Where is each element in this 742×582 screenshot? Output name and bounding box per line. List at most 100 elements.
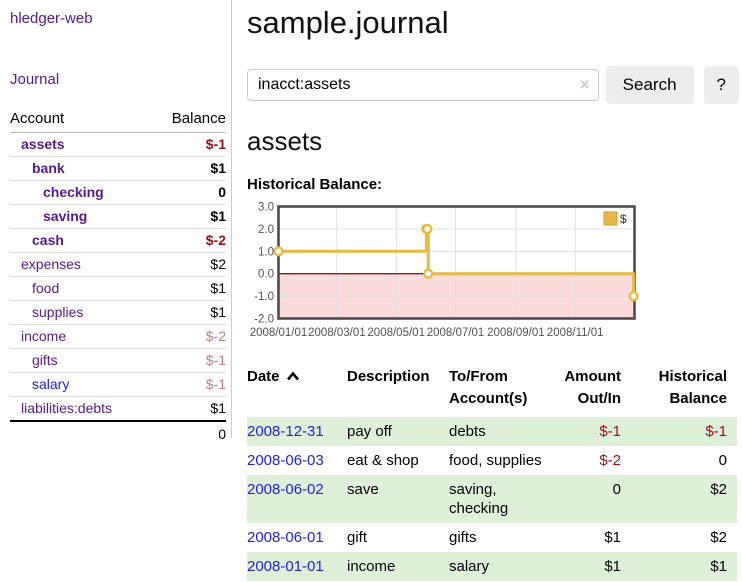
register-date-link[interactable]: 2008-01-01 [247, 558, 324, 575]
register-row[interactable]: 2008-06-01 gift gifts $1 $2 [247, 523, 737, 552]
register-amount: $1 [604, 529, 621, 546]
account-balance: $1 [151, 300, 226, 325]
register-header-amount: Amount Out/In [564, 368, 621, 407]
account-link[interactable]: checking [43, 184, 104, 200]
account-row: bank $1 [10, 156, 226, 181]
account-link[interactable]: supplies [32, 304, 84, 320]
register-description: income [347, 558, 396, 575]
accounts-total-value: 0 [151, 420, 226, 446]
account-row: salary $-1 [10, 372, 226, 397]
accounts-total-row: 0 [10, 420, 226, 446]
account-link[interactable]: liabilities:debts [21, 400, 113, 416]
account-balance: $1 [151, 396, 226, 421]
account-link[interactable]: expenses [21, 256, 81, 272]
account-balance: $-1 [151, 348, 226, 373]
account-name-cell: expenses [10, 252, 152, 277]
y-axis-tick-label: 3.0 [258, 202, 274, 214]
account-link[interactable]: bank [32, 160, 65, 176]
account-row: food $1 [10, 276, 226, 301]
account-row: saving $1 [10, 204, 226, 229]
account-link[interactable]: cash [32, 232, 64, 248]
data-point-marker[interactable] [273, 246, 284, 257]
register-amount: $1 [604, 558, 621, 575]
register-balance: $2 [710, 529, 727, 546]
register-row[interactable]: 2008-12-31 pay off debts $-1 $-1 [247, 417, 737, 446]
account-link[interactable]: food [32, 280, 60, 296]
register-accounts: debts [449, 423, 486, 440]
account-link[interactable]: gifts [32, 352, 58, 368]
register-accounts: gifts [449, 529, 477, 546]
register-date-cell: 2008-12-31 [247, 417, 347, 446]
register-header-date-label: Date [247, 368, 280, 385]
register-balance: $2 [710, 481, 727, 498]
account-name-cell: income [10, 324, 152, 349]
search-button[interactable]: Search [605, 66, 694, 104]
clear-search-icon[interactable]: × [579, 75, 590, 94]
main-content: sample.journal × Search ? assets Histori… [247, 0, 739, 581]
account-heading: assets [247, 126, 323, 156]
account-row: checking 0 [10, 180, 226, 205]
legend-label: $ [620, 212, 627, 226]
register-description: save [347, 481, 379, 498]
search-input[interactable] [247, 69, 599, 101]
register-amount: $-1 [599, 423, 621, 440]
account-name-cell: liabilities:debts [10, 396, 152, 421]
account-balance: 0 [151, 180, 226, 205]
account-name-cell: cash [10, 228, 152, 253]
sidebar-item-journal[interactable]: Journal [10, 71, 60, 88]
account-balance: $1 [151, 276, 226, 301]
register-accounts: food, supplies [449, 452, 542, 469]
account-link[interactable]: salary [32, 376, 70, 392]
register-table: Date Description To/From Account(s) Amou… [247, 364, 737, 581]
register-accounts: saving, checking [449, 481, 509, 517]
register-header-row: Date Description To/From Account(s) Amou… [247, 364, 737, 417]
data-point-marker[interactable] [422, 223, 433, 235]
account-balance: $2 [151, 252, 226, 277]
register-header-description: Description [347, 368, 430, 385]
register-date-cell: 2008-06-02 [247, 475, 347, 523]
register-row[interactable]: 2008-06-02 save saving, checking 0 $2 [247, 475, 737, 523]
account-balance: $1 [151, 156, 226, 181]
register-header-accounts: To/From Account(s) [449, 368, 528, 407]
account-link[interactable]: assets [21, 136, 65, 152]
account-name-cell: food [10, 276, 152, 301]
register-date-link[interactable]: 2008-06-01 [247, 529, 324, 546]
data-point-marker[interactable] [423, 268, 434, 279]
account-row: income $-2 [10, 324, 226, 349]
account-link[interactable]: saving [43, 208, 88, 224]
register-description: gift [347, 529, 368, 546]
search-box: × [247, 69, 599, 101]
account-row: cash $-2 [10, 228, 226, 253]
legend-swatch [603, 211, 618, 226]
y-axis-tick-label: 0.0 [258, 269, 274, 281]
register-date-link[interactable]: 2008-06-03 [247, 452, 324, 469]
account-name-cell: assets [10, 133, 151, 157]
register-date-cell: 2008-06-01 [247, 523, 347, 552]
account-link[interactable]: income [21, 328, 67, 344]
account-row: supplies $1 [10, 300, 226, 325]
register-date-link[interactable]: 2008-12-31 [247, 423, 324, 440]
brand-link[interactable]: hledger-web [10, 10, 93, 27]
x-axis-tick-label: 2008/03/01 [308, 327, 366, 339]
account-name-cell: bank [10, 156, 152, 181]
register-row[interactable]: 2008-06-03 eat & shop food, supplies $-2 0 [247, 446, 737, 475]
account-name-cell: checking [10, 180, 152, 205]
register-row[interactable]: 2008-01-01 income salary $1 $1 [247, 552, 737, 581]
register-balance: 0 [718, 452, 727, 469]
accounts-table: Account Balance assets $-1 bank $1 checking 0… [10, 106, 226, 446]
y-axis-tick-label: 1.0 [258, 246, 274, 258]
y-axis-tick-label: -2.0 [254, 314, 274, 326]
register-date-link[interactable]: 2008-06-02 [247, 481, 324, 498]
plot-border [277, 205, 636, 320]
y-axis-tick-label: 2.0 [258, 224, 274, 236]
accounts-header-balance: Balance [151, 106, 226, 133]
x-axis-tick-label: 2008/01/01 [250, 327, 308, 339]
register-accounts: salary [449, 558, 490, 575]
register-header-date[interactable]: Date [247, 364, 347, 417]
account-name-cell: gifts [10, 348, 152, 373]
data-point-marker[interactable] [628, 290, 639, 302]
sidebar: hledger-web Journal Account Balance asse… [0, 0, 232, 446]
sort-asc-icon [286, 366, 300, 388]
x-axis-tick-label: 2008/05/01 [367, 327, 425, 339]
help-button[interactable]: ? [703, 66, 739, 104]
